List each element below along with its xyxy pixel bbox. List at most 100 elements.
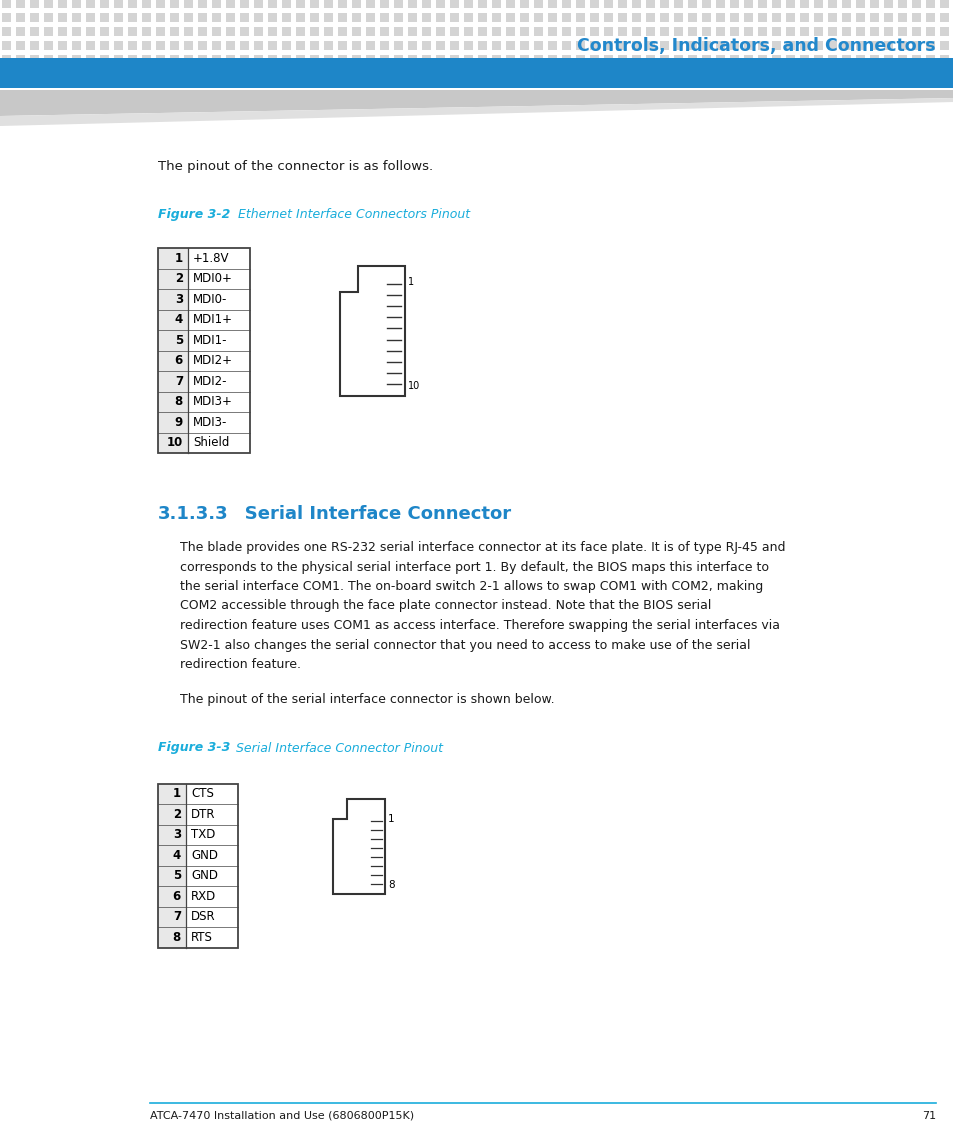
Bar	[492, 27, 500, 35]
Bar	[58, 27, 67, 35]
Bar	[939, 0, 948, 8]
Bar	[618, 13, 626, 22]
Bar	[324, 55, 333, 64]
Bar	[659, 55, 668, 64]
Bar	[631, 55, 640, 64]
Bar	[897, 13, 906, 22]
Bar	[240, 0, 249, 8]
Bar	[394, 41, 402, 50]
Bar	[44, 41, 53, 50]
Bar	[939, 41, 948, 50]
Bar	[645, 13, 655, 22]
Bar	[492, 0, 500, 8]
Bar	[603, 0, 613, 8]
Bar	[841, 0, 850, 8]
Bar	[212, 27, 221, 35]
Text: 5: 5	[174, 333, 183, 347]
Bar	[44, 0, 53, 8]
Bar	[436, 55, 444, 64]
Bar	[883, 13, 892, 22]
Polygon shape	[0, 90, 953, 116]
Bar	[492, 55, 500, 64]
Bar	[156, 13, 165, 22]
Bar	[16, 13, 25, 22]
Bar	[463, 13, 473, 22]
Bar	[785, 41, 794, 50]
Bar	[911, 41, 920, 50]
Bar	[436, 13, 444, 22]
Bar	[408, 27, 416, 35]
Text: Figure 3-3: Figure 3-3	[158, 742, 230, 755]
Bar	[477, 41, 486, 50]
Bar	[2, 41, 11, 50]
Bar	[743, 13, 752, 22]
Text: 71: 71	[921, 1111, 935, 1121]
Bar	[883, 27, 892, 35]
Bar	[30, 27, 39, 35]
Bar	[534, 0, 542, 8]
Text: The pinout of the serial interface connector is shown below.: The pinout of the serial interface conne…	[180, 694, 554, 706]
Bar	[743, 27, 752, 35]
Bar	[561, 55, 571, 64]
Text: MDI0-: MDI0-	[193, 293, 227, 306]
Bar	[113, 13, 123, 22]
Bar	[561, 0, 571, 8]
Text: redirection feature uses COM1 as access interface. Therefore swapping the serial: redirection feature uses COM1 as access …	[180, 619, 780, 632]
Bar	[240, 41, 249, 50]
Bar	[184, 13, 193, 22]
Bar	[869, 27, 878, 35]
Bar	[883, 41, 892, 50]
Bar	[618, 41, 626, 50]
Bar	[729, 55, 739, 64]
Bar	[337, 0, 347, 8]
Bar	[589, 13, 598, 22]
Bar	[0, 58, 953, 88]
Bar	[226, 0, 234, 8]
Bar	[86, 41, 95, 50]
Bar	[58, 41, 67, 50]
Bar	[576, 55, 584, 64]
Bar	[170, 41, 179, 50]
Bar	[673, 41, 682, 50]
Bar	[463, 27, 473, 35]
Text: The pinout of the connector is as follows.: The pinout of the connector is as follow…	[158, 160, 433, 173]
Bar	[337, 55, 347, 64]
Bar	[184, 27, 193, 35]
Bar	[421, 27, 431, 35]
Bar	[58, 0, 67, 8]
Bar	[366, 0, 375, 8]
Bar	[337, 13, 347, 22]
Bar	[505, 0, 515, 8]
Bar	[463, 55, 473, 64]
Bar	[282, 41, 291, 50]
Bar	[352, 13, 360, 22]
Bar	[939, 55, 948, 64]
Bar	[379, 0, 389, 8]
Text: The blade provides one RS-232 serial interface connector at its face plate. It i: The blade provides one RS-232 serial int…	[180, 540, 784, 554]
Bar	[547, 55, 557, 64]
Text: 1: 1	[408, 277, 414, 287]
Bar	[463, 0, 473, 8]
Bar	[324, 41, 333, 50]
Text: MDI2+: MDI2+	[193, 354, 233, 368]
Bar	[618, 27, 626, 35]
Bar	[576, 13, 584, 22]
Bar	[310, 0, 318, 8]
Bar	[366, 55, 375, 64]
Bar	[505, 13, 515, 22]
Bar	[212, 13, 221, 22]
Bar	[71, 27, 81, 35]
Bar	[450, 41, 458, 50]
Bar	[44, 55, 53, 64]
Bar	[295, 55, 305, 64]
Bar	[645, 0, 655, 8]
Bar	[800, 41, 808, 50]
Bar	[156, 55, 165, 64]
Bar	[869, 0, 878, 8]
Bar	[310, 55, 318, 64]
Bar	[324, 27, 333, 35]
Bar	[282, 55, 291, 64]
Bar	[827, 13, 836, 22]
Bar	[519, 41, 529, 50]
Bar	[534, 27, 542, 35]
